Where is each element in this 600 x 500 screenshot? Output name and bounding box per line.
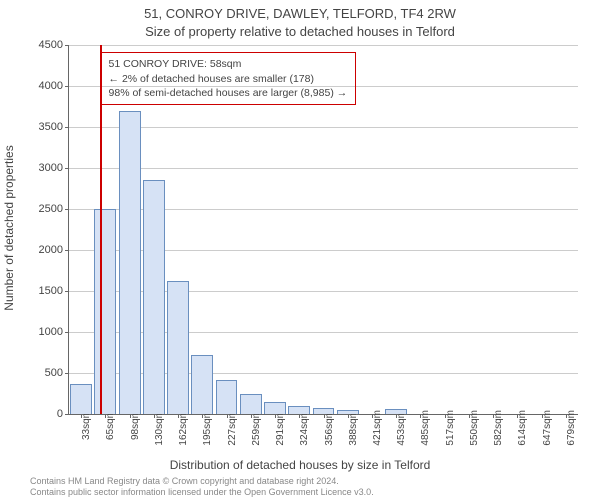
attribution-footer: Contains HM Land Registry data © Crown c…: [0, 476, 600, 498]
y-tick-label: 2500: [39, 203, 69, 215]
x-tick-label: 453sqm: [396, 396, 411, 432]
histogram-bar: [337, 410, 359, 414]
y-tick-label: 1000: [39, 326, 69, 338]
y-tick-label: 4500: [39, 39, 69, 51]
x-tick-label: 679sqm: [566, 396, 581, 432]
histogram-bar: [385, 409, 407, 414]
y-tick-label: 3000: [39, 162, 69, 174]
plot-area: 05001000150020002500300035004000450033sq…: [68, 45, 578, 415]
x-tick-label: 421sqm: [372, 396, 387, 432]
x-tick-label: 517sqm: [445, 396, 460, 432]
histogram-bar: [94, 209, 116, 414]
gridline: [69, 127, 578, 128]
gridline: [69, 168, 578, 169]
chart-root: { "title_main": "51, CONROY DRIVE, DAWLE…: [0, 0, 600, 500]
histogram-bar: [143, 180, 165, 414]
y-axis-label: Number of detached properties: [2, 63, 16, 228]
x-tick-label: 614sqm: [517, 396, 532, 432]
y-tick-label: 2000: [39, 244, 69, 256]
histogram-bar: [191, 355, 213, 414]
x-tick-label: 647sqm: [542, 396, 557, 432]
y-tick-label: 0: [57, 408, 69, 420]
histogram-bar: [240, 394, 262, 415]
histogram-bar: [264, 402, 286, 414]
annotation-line: ← 2% of detached houses are smaller (178…: [109, 72, 348, 86]
footer-line-2: Contains public sector information licen…: [30, 487, 600, 498]
x-tick-label: 324sqm: [299, 396, 314, 432]
chart-title-sub: Size of property relative to detached ho…: [0, 24, 600, 39]
histogram-bar: [119, 111, 141, 414]
gridline: [69, 45, 578, 46]
annotation-box: 51 CONROY DRIVE: 58sqm← 2% of detached h…: [100, 52, 357, 105]
x-tick-label: 485sqm: [420, 396, 435, 432]
x-tick-label: 356sqm: [324, 396, 339, 432]
histogram-bar: [70, 384, 92, 414]
chart-title-main: 51, CONROY DRIVE, DAWLEY, TELFORD, TF4 2…: [0, 6, 600, 21]
x-axis-label: Distribution of detached houses by size …: [0, 458, 600, 472]
histogram-bar: [167, 281, 189, 414]
y-tick-label: 3500: [39, 121, 69, 133]
y-tick-label: 4000: [39, 80, 69, 92]
histogram-bar: [288, 406, 310, 414]
y-tick-label: 1500: [39, 285, 69, 297]
x-tick-label: 388sqm: [348, 396, 363, 432]
footer-line-1: Contains HM Land Registry data © Crown c…: [30, 476, 600, 487]
annotation-line: 51 CONROY DRIVE: 58sqm: [109, 57, 348, 71]
x-tick-label: 582sqm: [493, 396, 508, 432]
x-tick-label: 550sqm: [469, 396, 484, 432]
histogram-bar: [216, 380, 238, 414]
y-tick-label: 500: [45, 367, 69, 379]
histogram-bar: [313, 408, 335, 414]
annotation-line: 98% of semi-detached houses are larger (…: [109, 86, 348, 100]
